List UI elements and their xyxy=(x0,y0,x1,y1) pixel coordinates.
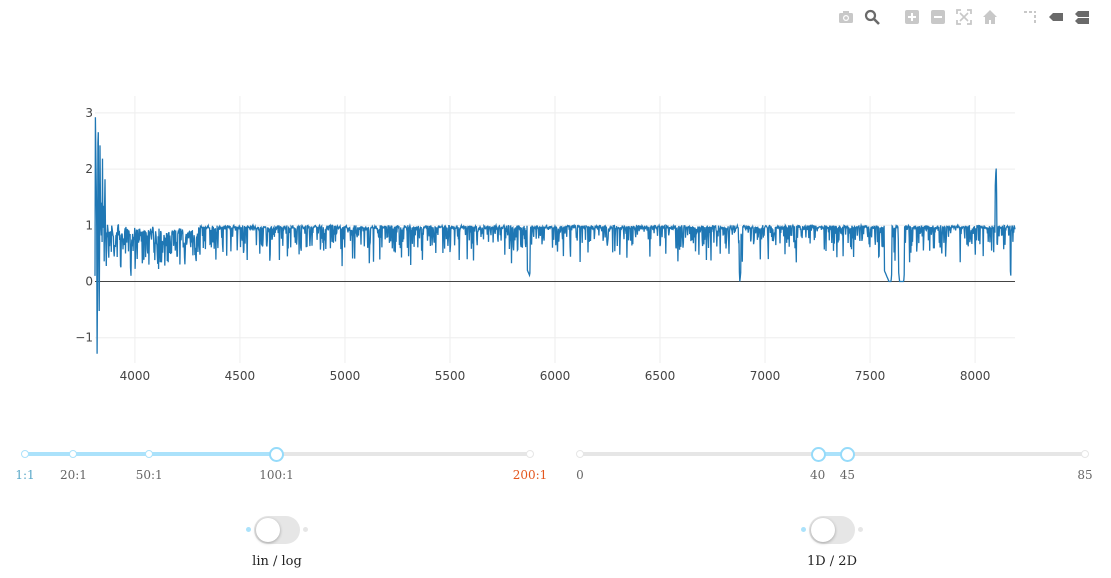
scale-toggle[interactable] xyxy=(246,516,308,544)
scale-toggle-label: lin / log xyxy=(252,554,302,569)
x-tick-label: 6000 xyxy=(540,369,571,383)
ratio-slider-mark[interactable]: 20:1 xyxy=(59,468,87,482)
spectrum-plot[interactable]: 4000 4500 5000 5500 6000 6500 7000 7500 8000 −1 0… xyxy=(0,0,1111,400)
autoscale-icon[interactable] xyxy=(955,8,973,26)
x-tick-label: 4000 xyxy=(120,369,151,383)
range-slider-mark[interactable]: 0 xyxy=(576,468,584,482)
zoom-in-icon[interactable] xyxy=(903,8,921,26)
ratio-slider-dot[interactable] xyxy=(526,450,534,458)
zoom-out-icon[interactable] xyxy=(929,8,947,26)
range-slider-dot[interactable] xyxy=(576,450,584,458)
toggle-on-dot xyxy=(303,527,308,532)
y-tick-label: −1 xyxy=(75,331,93,345)
y-tick-label: 3 xyxy=(85,106,93,120)
range-slider-mark[interactable]: 85 xyxy=(1077,468,1093,482)
ratio-slider[interactable]: 1:1 20:1 50:1 100:1 200:1 xyxy=(15,440,547,482)
range-slider-dot[interactable] xyxy=(1081,450,1089,458)
range-slider-fill xyxy=(817,452,848,456)
x-axis-ticks: 4000 4500 5000 5500 6000 6500 7000 7500 8000 xyxy=(120,369,991,383)
range-slider-handle-high[interactable] xyxy=(840,447,856,462)
spectrum-trace xyxy=(94,117,1016,354)
y-axis-ticks: −1 0 1 2 3 xyxy=(75,106,93,345)
ratio-slider-dot[interactable] xyxy=(69,450,78,458)
x-tick-label: 7000 xyxy=(750,369,781,383)
x-tick-label: 5000 xyxy=(330,369,361,383)
hover-closest-icon[interactable] xyxy=(1047,8,1065,26)
ratio-slider-mark[interactable]: 50:1 xyxy=(135,468,163,482)
dimension-toggle-group: 1D / 2D xyxy=(772,516,892,569)
dimension-toggle-label: 1D / 2D xyxy=(806,554,858,569)
dimension-toggle-switch[interactable] xyxy=(809,516,855,544)
camera-icon[interactable] xyxy=(837,8,855,26)
ratio-slider-mark[interactable]: 200:1 xyxy=(512,468,548,482)
range-slider-mark[interactable]: 45 xyxy=(839,468,855,482)
ratio-slider-handle[interactable] xyxy=(269,447,285,462)
range-slider-handle-low[interactable] xyxy=(810,447,826,462)
toggle-off-dot xyxy=(246,527,251,532)
toggle-knob xyxy=(256,518,280,542)
zoom-icon[interactable] xyxy=(863,8,881,26)
dimension-toggle[interactable] xyxy=(801,516,863,544)
ratio-slider-mark[interactable]: 1:1 xyxy=(15,468,35,482)
hover-compare-icon[interactable] xyxy=(1073,8,1091,26)
x-tick-label: 6500 xyxy=(645,369,676,383)
modebar xyxy=(837,6,1091,28)
scale-toggle-group: lin / log xyxy=(217,516,337,569)
spike-lines-icon[interactable] xyxy=(1021,8,1039,26)
y-tick-label: 2 xyxy=(85,162,93,176)
home-icon[interactable] xyxy=(981,8,999,26)
y-tick-label: 1 xyxy=(85,218,93,232)
scale-toggle-switch[interactable] xyxy=(254,516,300,544)
y-tick-label: 0 xyxy=(85,274,93,288)
x-tick-label: 5500 xyxy=(435,369,466,383)
toggle-knob xyxy=(811,518,835,542)
range-slider[interactable]: 0 40 45 85 xyxy=(576,440,1093,482)
toggle-on-dot xyxy=(858,527,863,532)
ratio-slider-mark[interactable]: 100:1 xyxy=(259,468,294,482)
x-tick-label: 8000 xyxy=(960,369,991,383)
range-slider-mark[interactable]: 40 xyxy=(810,468,826,482)
x-tick-label: 4500 xyxy=(225,369,256,383)
ratio-slider-dot[interactable] xyxy=(145,450,154,458)
x-tick-label: 7500 xyxy=(855,369,886,383)
toggle-off-dot xyxy=(801,527,806,532)
ratio-slider-dot[interactable] xyxy=(21,450,29,458)
